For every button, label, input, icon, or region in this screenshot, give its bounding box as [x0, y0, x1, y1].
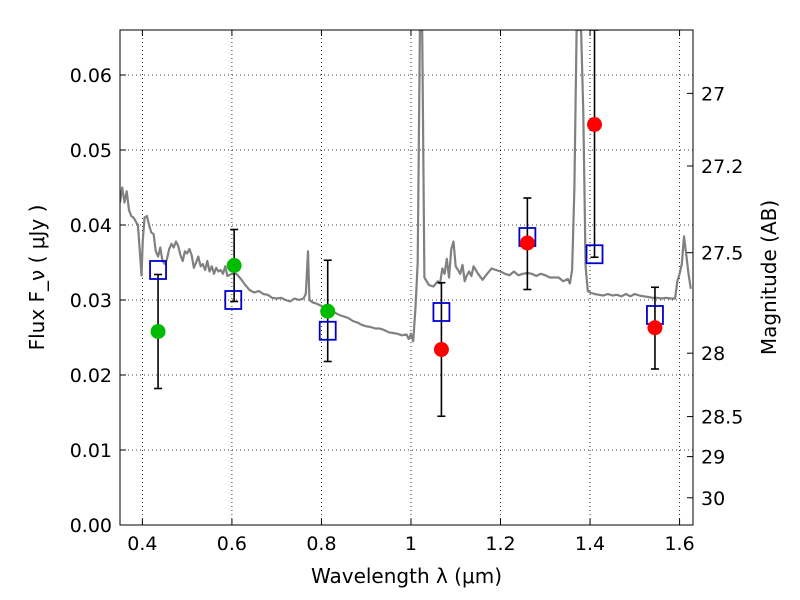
x-axis-label: Wavelength λ (μm)	[311, 564, 502, 588]
observed-flux-point	[150, 324, 166, 339]
y2-tick-label: 27	[701, 83, 725, 105]
y-tick-label: 0.05	[70, 140, 112, 162]
y2-tick-label: 28.5	[701, 407, 743, 429]
model-flux-square	[585, 244, 604, 265]
axis-ticks: 0.4 0.6 0.8 1 1.2 1.4 1.6 0.00 0.01 0.02 0.03 0.04 0…	[70, 30, 743, 555]
model-flux-square	[149, 260, 167, 280]
spectrum-line	[120, 30, 692, 343]
x-tick-label: 0.4	[127, 533, 157, 555]
model-flux-square	[224, 290, 243, 310]
y-tick-label: 0.04	[70, 215, 112, 237]
x-tick-label: 0.6	[217, 533, 247, 555]
x-tick-label: 1	[405, 533, 417, 555]
y2-tick-label: 30	[701, 488, 725, 510]
y2-tick-label: 27.2	[701, 156, 743, 178]
plot-area	[120, 30, 692, 418]
observed-flux-point	[433, 342, 449, 357]
x-tick-label: 1.2	[485, 533, 515, 555]
observed-flux-point	[320, 303, 336, 319]
grid-lines	[120, 30, 693, 526]
y-tick-label: 0.03	[70, 290, 112, 312]
observed-flux-point	[647, 320, 663, 336]
observed-flux-point	[519, 235, 535, 251]
y-axis-label: Flux F_ν ( μJy )	[25, 205, 49, 351]
y-tick-label: 0.01	[70, 440, 112, 462]
x-tick-label: 0.8	[306, 533, 336, 555]
y2-tick-label: 29	[701, 447, 725, 469]
x-tick-label: 1.6	[664, 533, 694, 555]
y2-axis-label: Magnitude (AB)	[757, 200, 781, 355]
observed-flux-point	[226, 258, 242, 273]
x-tick-label: 1.4	[575, 533, 605, 555]
plot-frame	[119, 29, 694, 526]
model-flux-square	[432, 302, 451, 322]
y2-tick-label: 27.5	[701, 243, 743, 265]
y-tick-label: 0.06	[70, 65, 112, 87]
observed-flux-point	[587, 117, 603, 132]
y2-tick-label: 28	[701, 343, 725, 365]
y-tick-label: 0.00	[70, 515, 112, 537]
model-flux-square	[318, 320, 337, 341]
y-tick-label: 0.02	[70, 365, 112, 387]
